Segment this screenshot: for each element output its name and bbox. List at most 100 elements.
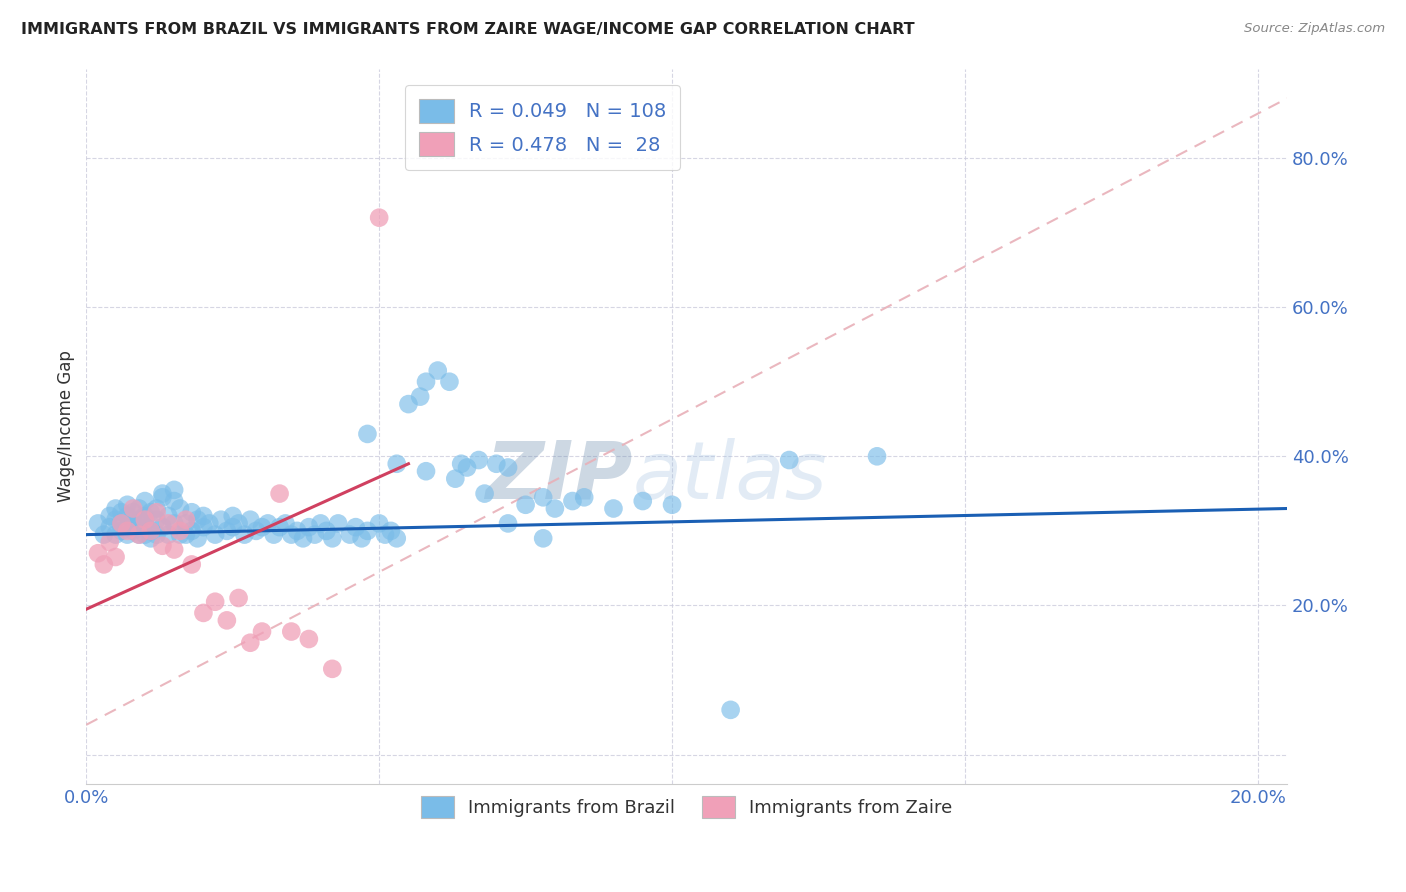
Point bbox=[298, 632, 321, 646]
Point bbox=[257, 516, 280, 531]
Point bbox=[145, 527, 167, 541]
Point bbox=[292, 532, 315, 546]
Point bbox=[269, 486, 291, 500]
Point bbox=[409, 390, 432, 404]
Point bbox=[456, 460, 478, 475]
Point bbox=[298, 520, 321, 534]
Point bbox=[98, 508, 121, 523]
Point bbox=[339, 527, 361, 541]
Point bbox=[209, 513, 232, 527]
Point bbox=[274, 516, 297, 531]
Point bbox=[239, 636, 262, 650]
Point bbox=[139, 524, 162, 538]
Point bbox=[104, 549, 127, 564]
Point bbox=[152, 491, 174, 505]
Point bbox=[117, 498, 139, 512]
Point bbox=[145, 513, 167, 527]
Point bbox=[866, 450, 889, 464]
Point bbox=[485, 457, 508, 471]
Point bbox=[139, 524, 162, 538]
Point bbox=[98, 520, 121, 534]
Point bbox=[515, 498, 537, 512]
Point bbox=[117, 524, 139, 538]
Point bbox=[128, 520, 150, 534]
Point bbox=[169, 501, 191, 516]
Point bbox=[385, 532, 408, 546]
Point bbox=[356, 524, 378, 538]
Point bbox=[204, 595, 226, 609]
Point bbox=[145, 505, 167, 519]
Point bbox=[239, 513, 262, 527]
Point bbox=[157, 516, 180, 531]
Point bbox=[269, 520, 291, 534]
Point bbox=[122, 516, 145, 531]
Y-axis label: Wage/Income Gap: Wage/Income Gap bbox=[58, 351, 75, 502]
Point bbox=[531, 532, 554, 546]
Point bbox=[104, 501, 127, 516]
Text: IMMIGRANTS FROM BRAZIL VS IMMIGRANTS FROM ZAIRE WAGE/INCOME GAP CORRELATION CHAR: IMMIGRANTS FROM BRAZIL VS IMMIGRANTS FRO… bbox=[21, 22, 915, 37]
Point bbox=[152, 539, 174, 553]
Point bbox=[544, 501, 567, 516]
Point bbox=[152, 520, 174, 534]
Point bbox=[169, 524, 191, 538]
Point bbox=[321, 662, 343, 676]
Point bbox=[122, 524, 145, 538]
Point bbox=[128, 513, 150, 527]
Point bbox=[228, 516, 250, 531]
Point bbox=[87, 546, 110, 560]
Point bbox=[285, 524, 308, 538]
Point bbox=[117, 527, 139, 541]
Point bbox=[110, 516, 132, 531]
Point bbox=[250, 520, 273, 534]
Point bbox=[222, 508, 245, 523]
Point bbox=[93, 558, 115, 572]
Point bbox=[778, 453, 800, 467]
Point bbox=[163, 494, 186, 508]
Point bbox=[661, 498, 683, 512]
Text: Source: ZipAtlas.com: Source: ZipAtlas.com bbox=[1244, 22, 1385, 36]
Point bbox=[215, 613, 238, 627]
Point bbox=[228, 591, 250, 605]
Point bbox=[128, 527, 150, 541]
Point bbox=[157, 508, 180, 523]
Point bbox=[110, 505, 132, 519]
Point bbox=[215, 524, 238, 538]
Point bbox=[128, 527, 150, 541]
Point bbox=[104, 527, 127, 541]
Point bbox=[398, 397, 420, 411]
Point bbox=[174, 516, 197, 531]
Point bbox=[368, 211, 391, 225]
Point bbox=[139, 505, 162, 519]
Text: atlas: atlas bbox=[633, 438, 827, 516]
Point bbox=[561, 494, 583, 508]
Point bbox=[128, 501, 150, 516]
Point bbox=[157, 527, 180, 541]
Point bbox=[374, 527, 396, 541]
Point bbox=[474, 486, 496, 500]
Point bbox=[356, 426, 378, 441]
Point bbox=[193, 520, 215, 534]
Point bbox=[263, 527, 285, 541]
Point bbox=[426, 363, 449, 377]
Point bbox=[198, 516, 221, 531]
Point bbox=[145, 501, 167, 516]
Point bbox=[139, 532, 162, 546]
Point bbox=[415, 375, 437, 389]
Point bbox=[87, 516, 110, 531]
Point bbox=[280, 624, 302, 639]
Point bbox=[328, 516, 350, 531]
Point bbox=[174, 513, 197, 527]
Point bbox=[245, 524, 267, 538]
Point bbox=[250, 624, 273, 639]
Point bbox=[602, 501, 624, 516]
Point bbox=[496, 460, 519, 475]
Point bbox=[110, 524, 132, 538]
Point bbox=[321, 532, 343, 546]
Point bbox=[350, 532, 373, 546]
Point bbox=[180, 505, 202, 519]
Point bbox=[222, 520, 245, 534]
Point bbox=[134, 508, 156, 523]
Point bbox=[152, 486, 174, 500]
Legend: Immigrants from Brazil, Immigrants from Zaire: Immigrants from Brazil, Immigrants from … bbox=[413, 789, 959, 825]
Point bbox=[193, 508, 215, 523]
